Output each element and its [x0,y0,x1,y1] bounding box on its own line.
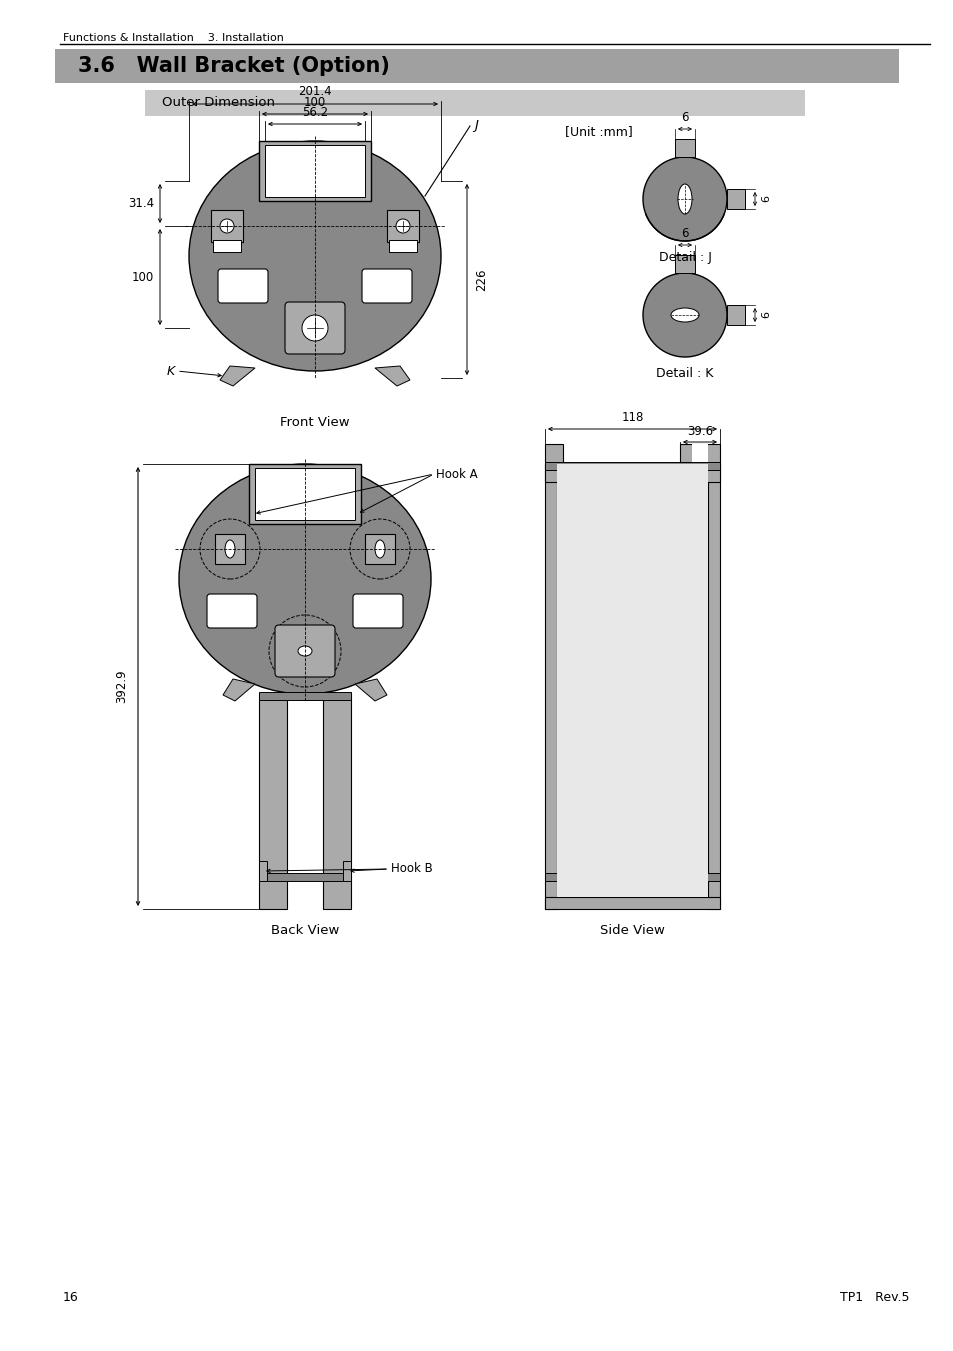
Text: 3.6   Wall Bracket (Option): 3.6 Wall Bracket (Option) [78,55,390,76]
Text: 39.6: 39.6 [686,426,712,438]
Text: 16: 16 [63,1292,79,1304]
Text: 6: 6 [680,111,688,124]
Bar [145,91,804,116]
Bar [254,467,355,520]
Text: 100: 100 [304,96,326,109]
Bar [726,305,744,326]
Text: Detail : K: Detail : K [656,367,713,380]
Bar [544,462,720,470]
Text: K: K [167,365,174,377]
Text: 31.4: 31.4 [128,197,153,209]
Circle shape [642,273,726,357]
Bar [211,209,243,242]
FancyBboxPatch shape [361,269,412,303]
Bar [726,189,744,209]
Polygon shape [220,366,254,386]
Text: Outer Dimension: Outer Dimension [162,96,274,109]
Text: 201.4: 201.4 [298,85,332,99]
Text: Front View: Front View [280,416,350,430]
Ellipse shape [670,308,699,322]
Text: 6: 6 [680,227,688,240]
Circle shape [302,315,328,340]
Polygon shape [223,680,254,701]
Bar [544,873,720,881]
Ellipse shape [179,463,431,694]
Circle shape [395,219,410,232]
Bar [323,694,351,909]
Text: 100: 100 [132,270,153,284]
Ellipse shape [678,184,691,213]
Bar [55,49,898,82]
Text: Hook B: Hook B [391,862,433,875]
Text: J: J [474,119,477,132]
Bar [389,240,416,253]
Bar [214,534,245,563]
Text: 226: 226 [475,269,488,290]
FancyBboxPatch shape [274,626,335,677]
FancyBboxPatch shape [218,269,268,303]
Bar [365,534,395,563]
Bar [387,209,418,242]
Bar [707,463,720,909]
Text: Back View: Back View [271,924,339,938]
Text: 56.2: 56.2 [301,105,328,119]
Ellipse shape [189,141,440,372]
Text: 392.9: 392.9 [115,670,128,704]
FancyBboxPatch shape [285,303,345,354]
Bar [675,139,695,157]
FancyBboxPatch shape [353,594,402,628]
Text: Side View: Side View [599,924,664,938]
Bar [679,444,720,482]
Ellipse shape [297,646,312,657]
Bar [265,145,365,197]
Bar [343,861,351,881]
Bar [213,240,241,253]
Text: TP1   Rev.5: TP1 Rev.5 [840,1292,909,1304]
Text: Hook A: Hook A [436,467,477,481]
FancyBboxPatch shape [207,594,256,628]
Bar [249,463,360,524]
Text: Functions & Installation    3. Installation: Functions & Installation 3. Installation [63,32,284,43]
Ellipse shape [225,540,234,558]
Text: 6: 6 [760,312,770,319]
Polygon shape [375,366,410,386]
Bar [258,692,351,700]
Text: 118: 118 [620,411,643,424]
Circle shape [642,157,726,240]
Polygon shape [355,680,387,701]
Circle shape [220,219,233,232]
Bar [675,255,695,273]
Bar [544,444,562,482]
Bar [258,873,351,881]
Text: 6: 6 [760,196,770,203]
Bar [258,694,287,909]
Bar [544,463,557,909]
Bar [544,897,720,909]
Bar [691,444,707,470]
Bar [258,141,371,201]
Ellipse shape [375,540,385,558]
Bar [258,861,267,881]
Bar [557,463,707,897]
Text: Detail : J: Detail : J [658,251,711,263]
Text: [Unit :mm]: [Unit :mm] [564,126,632,138]
